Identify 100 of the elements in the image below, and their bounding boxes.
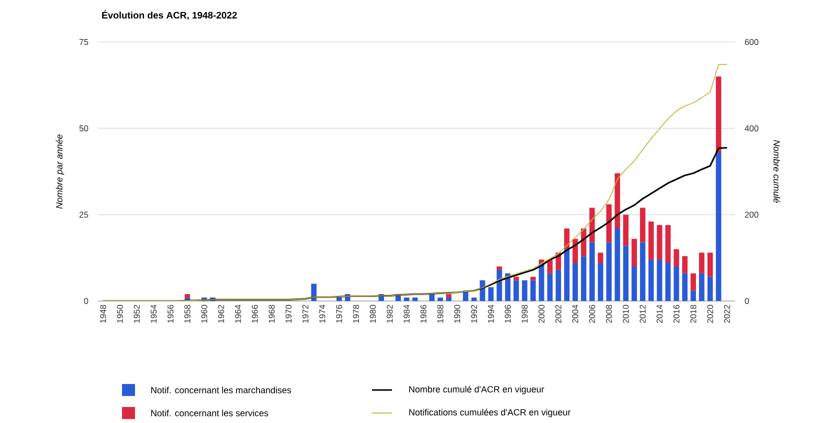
x-tick-label: 1990 — [454, 304, 460, 323]
bar — [564, 228, 570, 250]
x-tick-label: 1976 — [336, 304, 342, 323]
bar — [580, 256, 586, 301]
bar — [438, 298, 444, 301]
x-tick-label: 1948 — [100, 304, 106, 323]
legend-label: Notifications cumulées d'ACR en vigueur — [409, 408, 571, 418]
bar — [665, 225, 671, 264]
x-tick-label: 1994 — [488, 304, 494, 323]
y-tick-label: 75 — [80, 39, 88, 45]
bar — [311, 284, 317, 301]
x-tick-label: 1956 — [168, 304, 174, 323]
x-tick-label: 1996 — [504, 304, 511, 323]
bar — [404, 298, 410, 301]
x-tick-label: 2022 — [724, 304, 730, 323]
y2-tick-label: 200 — [744, 212, 758, 218]
legend-label: Nombre cumulé d'ACR en vigueur — [409, 386, 544, 394]
x-tick-label: 1986 — [420, 304, 426, 323]
x-tick-label: 1962 — [218, 304, 224, 323]
bar — [699, 252, 704, 274]
x-tick-label: 1988 — [437, 304, 444, 323]
x-tick-label: 1954 — [150, 304, 157, 323]
bar — [674, 266, 680, 301]
bar — [648, 222, 654, 260]
bar — [496, 270, 502, 301]
bar — [336, 298, 342, 301]
y-axis-title: Nombre par année — [56, 134, 64, 209]
x-tick-label: 1966 — [252, 304, 258, 323]
bar — [614, 228, 620, 301]
bar — [690, 290, 696, 301]
bar — [572, 263, 578, 301]
bar — [488, 287, 494, 301]
bar — [556, 270, 562, 301]
y2-tick-label: 400 — [744, 125, 758, 132]
bar — [640, 242, 646, 301]
bar — [598, 263, 604, 301]
x-tick-label: 2004 — [572, 304, 578, 323]
x-tick-label: 2014 — [656, 304, 663, 323]
x-tick-label: 1968 — [268, 304, 275, 323]
x-tick-label: 1952 — [134, 304, 140, 323]
bar — [446, 294, 452, 298]
x-tick-label: 2012 — [640, 304, 646, 323]
bar — [623, 214, 629, 246]
bar — [656, 260, 662, 301]
x-tick-label: 1958 — [184, 304, 190, 323]
bar — [412, 298, 418, 301]
x-tick-label: 1974 — [319, 304, 326, 323]
bar — [589, 208, 595, 242]
bar — [564, 249, 570, 301]
bar — [632, 266, 637, 301]
y2-tick-label: 600 — [744, 39, 758, 45]
bar — [530, 276, 536, 280]
x-tick-label: 2000 — [538, 304, 544, 323]
x-tick-label: 1980 — [370, 304, 376, 323]
bar — [505, 273, 510, 301]
bar — [429, 294, 435, 301]
bar — [547, 260, 553, 274]
bar — [446, 298, 452, 301]
x-tick-label: 2018 — [690, 304, 696, 323]
bar — [656, 225, 662, 260]
bar — [674, 249, 680, 266]
x-tick-label: 1960 — [201, 304, 208, 323]
bar — [184, 294, 190, 298]
bar — [682, 273, 688, 301]
bar — [648, 260, 654, 301]
bar — [496, 266, 502, 270]
bar — [514, 280, 519, 301]
x-tick-label: 1970 — [286, 304, 292, 323]
y-tick-label: 50 — [79, 125, 88, 132]
x-tick-label: 2008 — [606, 304, 612, 323]
bar — [471, 298, 477, 301]
bar — [572, 238, 578, 264]
bar — [632, 238, 637, 266]
bar — [716, 76, 722, 153]
x-tick-label: 1982 — [386, 304, 393, 323]
y2-axis-title: Nombre cumulé — [774, 140, 780, 203]
chart-title: Évolution des ACR, 1948-2022 — [102, 10, 237, 20]
bar — [623, 246, 629, 301]
bar — [530, 280, 536, 301]
bar — [707, 276, 713, 301]
bar — [682, 256, 688, 274]
bar — [716, 152, 722, 301]
bar — [522, 280, 528, 301]
bar — [699, 273, 704, 301]
x-tick-label: 2006 — [589, 304, 596, 323]
bar — [589, 242, 595, 301]
bar — [614, 173, 620, 228]
bar — [690, 273, 696, 291]
bar — [665, 263, 671, 301]
x-tick-label: 1978 — [353, 304, 360, 323]
x-tick-label: 1992 — [471, 304, 478, 323]
bar — [640, 208, 646, 242]
bar — [547, 273, 553, 301]
x-tick-label: 1964 — [234, 304, 241, 323]
x-tick-label: 1972 — [302, 304, 308, 323]
bar — [598, 252, 604, 264]
bar — [707, 252, 713, 277]
x-tick-label: 2020 — [707, 304, 714, 323]
legend-label: Notif. concernant les marchandises — [151, 386, 292, 394]
x-tick-label: 2002 — [555, 304, 562, 323]
